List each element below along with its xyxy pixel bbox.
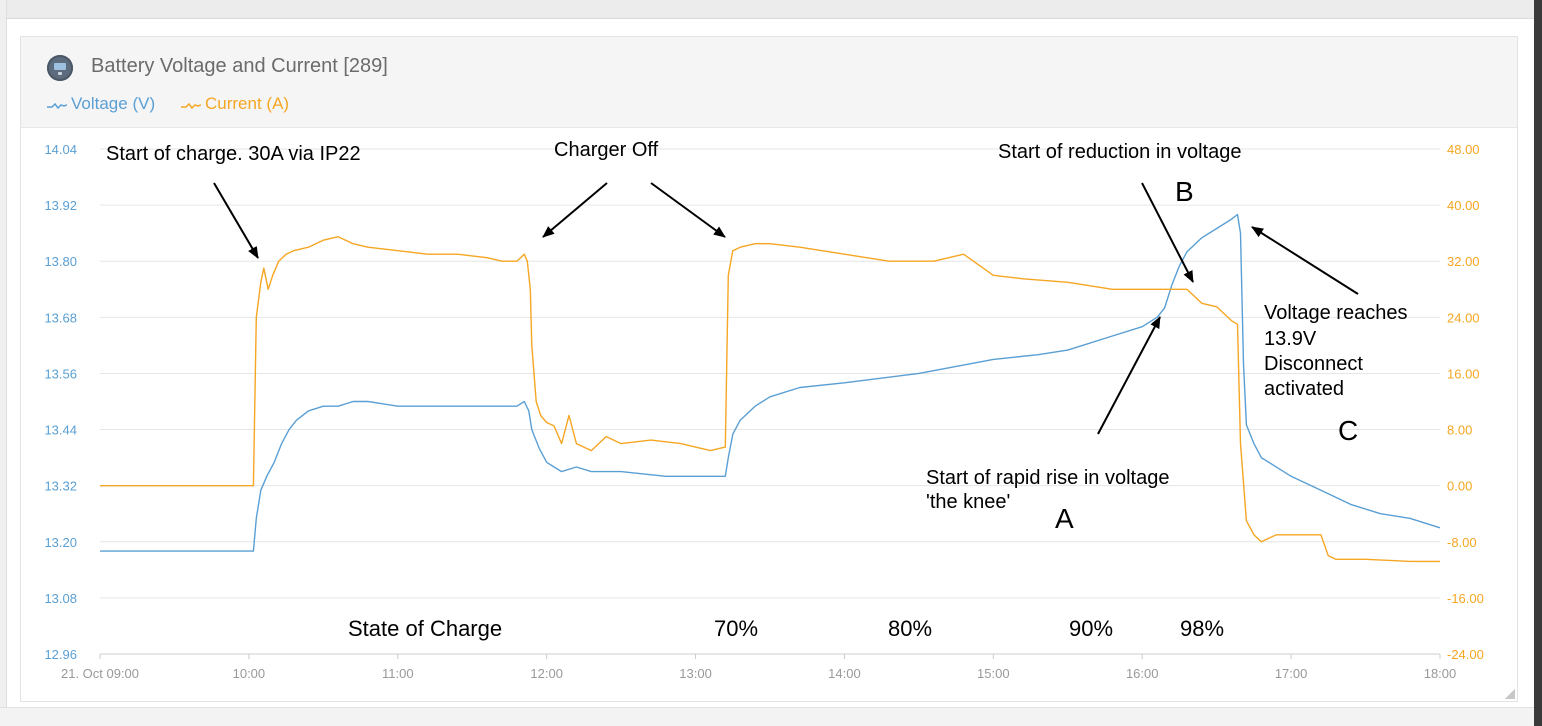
- annotation-voltage-reaches: Voltage reaches: [1264, 302, 1407, 324]
- annotation-arrow-charger-off-2: [650, 182, 726, 238]
- annotation-activated: activated: [1264, 378, 1344, 400]
- x-tick-label: 10:00: [233, 666, 266, 681]
- widget-title: Battery Voltage and Current [289]: [91, 55, 388, 77]
- annotation-reduction-voltage: Start of reduction in voltage: [998, 141, 1241, 163]
- annotation-disconnect: Disconnect: [1264, 353, 1363, 375]
- annotation-arrow-knee: [1097, 316, 1161, 435]
- y-left-tick-label: 12.96: [44, 647, 77, 662]
- y-right-tick-label: -24.00: [1447, 647, 1484, 662]
- y-left-tick-label: 13.92: [44, 198, 77, 213]
- x-tick-label: 14:00: [828, 666, 861, 681]
- legend-current[interactable]: Current (A): [181, 94, 289, 114]
- x-tick-label: 15:00: [977, 666, 1010, 681]
- annotation-arrow-reduction: [1141, 182, 1194, 283]
- y-left-tick-label: 13.44: [44, 423, 77, 438]
- y-right-tick-label: -16.00: [1447, 591, 1484, 606]
- annotation-soc-98: 98%: [1180, 616, 1224, 641]
- chart-widget: Battery Voltage and Current [289] Voltag…: [20, 36, 1518, 702]
- legend-voltage[interactable]: Voltage (V): [47, 94, 155, 114]
- current-line-icon: [181, 102, 201, 109]
- annotation-label-a: A: [1055, 503, 1074, 534]
- voltage-line-icon: [47, 102, 67, 109]
- annotation-arrow-charger-off-1: [542, 182, 608, 238]
- window-right-edge: [1534, 0, 1542, 726]
- annotation-soc-80: 80%: [888, 616, 932, 641]
- y-left-tick-label: 14.04: [44, 142, 77, 157]
- window-top-bar: [0, 0, 1542, 19]
- x-tick-label: 21. Oct 09:00: [61, 666, 139, 681]
- y-left-tick-label: 13.20: [44, 535, 77, 550]
- y-right-tick-label: 40.00: [1447, 198, 1480, 213]
- annotation-label-b: B: [1175, 176, 1194, 207]
- resize-grip[interactable]: [1505, 689, 1515, 699]
- battery-monitor-icon: [47, 55, 73, 81]
- y-left-tick-label: 13.80: [44, 254, 77, 269]
- annotation-label-c: C: [1338, 415, 1358, 446]
- annotation-the-knee: 'the knee': [926, 491, 1010, 513]
- annotation-rapid-rise: Start of rapid rise in voltage: [926, 467, 1169, 489]
- x-tick-label: 12:00: [530, 666, 563, 681]
- y-right-tick-label: -8.00: [1447, 535, 1477, 550]
- annotation-state-of-charge: State of Charge: [348, 616, 502, 641]
- annotation-soc-70: 70%: [714, 616, 758, 641]
- legend-current-label: Current (A): [205, 94, 290, 113]
- y-right-tick-label: 48.00: [1447, 142, 1480, 157]
- y-right-tick-label: 0.00: [1447, 479, 1472, 494]
- x-tick-label: 13:00: [679, 666, 712, 681]
- y-right-tick-label: 16.00: [1447, 366, 1480, 381]
- y-right-tick-label: 24.00: [1447, 310, 1480, 325]
- annotation-arrow-start-charge: [213, 182, 259, 259]
- annotation-soc-90: 90%: [1069, 616, 1113, 641]
- y-left-tick-label: 13.08: [44, 591, 77, 606]
- annotation-charger-off: Charger Off: [554, 139, 659, 161]
- x-tick-label: 18:00: [1424, 666, 1457, 681]
- legend-voltage-label: Voltage (V): [71, 94, 156, 113]
- annotation-arrow-disconnect: [1251, 226, 1359, 295]
- x-tick-label: 11:00: [382, 666, 414, 681]
- y-right-tick-label: 32.00: [1447, 254, 1480, 269]
- y-left-tick-label: 13.68: [44, 310, 77, 325]
- x-tick-label: 17:00: [1275, 666, 1308, 681]
- annotation-13-9v: 13.9V: [1264, 328, 1317, 350]
- y-right-tick-label: 8.00: [1447, 423, 1472, 438]
- window-left-edge: [0, 0, 7, 726]
- y-left-tick-label: 13.32: [44, 479, 77, 494]
- x-tick-label: 16:00: [1126, 666, 1159, 681]
- widget-header: Battery Voltage and Current [289] Voltag…: [21, 37, 1517, 128]
- voltage-series-line: [100, 213, 1441, 552]
- annotation-start-of-charge: Start of charge. 30A via IP22: [106, 143, 361, 165]
- current-series-line: [100, 236, 1440, 563]
- window-bottom-bar: [0, 707, 1534, 726]
- y-left-tick-label: 13.56: [44, 366, 77, 381]
